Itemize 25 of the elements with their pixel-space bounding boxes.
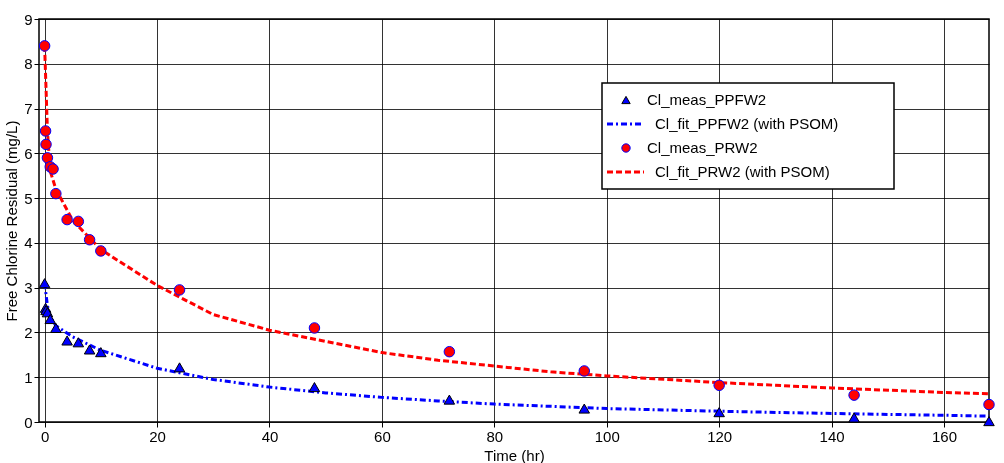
y-axis-title: Free Chlorine Residual (mg/L) (3, 120, 21, 322)
y-tick-label: 4 (24, 234, 33, 252)
y-tick-label: 0 (24, 413, 33, 431)
y-tick-label: 2 (24, 323, 33, 341)
y-tick-label: 7 (24, 100, 33, 118)
y-tick-label: 5 (24, 189, 33, 207)
legend-label: Cl_meas_PRW2 (647, 139, 758, 156)
x-tick-label: 40 (261, 427, 279, 445)
y-tick-label: 1 (24, 368, 33, 386)
legend-label: Cl_fit_PPFW2 (with PSOM) (655, 115, 839, 132)
x-tick-label: 20 (149, 427, 166, 445)
x-tick-label: 60 (374, 427, 391, 445)
y-tick-label: 6 (24, 144, 33, 162)
y-tick-label: 3 (24, 279, 33, 297)
x-tick-label: 120 (707, 427, 733, 445)
x-tick-label: 80 (486, 427, 504, 445)
y-tick-label: 9 (24, 10, 33, 28)
x-tick-label: 160 (932, 427, 958, 445)
x-tick-label: 0 (40, 427, 50, 445)
x-axis-title: Time (hr) (484, 446, 545, 463)
x-tick-label: 100 (594, 427, 620, 445)
x-tick-label: 140 (819, 427, 845, 445)
y-tick-label: 8 (24, 55, 33, 73)
legend-label: Cl_fit_PRW2 (with PSOM) (655, 163, 830, 180)
legend-label: Cl_meas_PPFW2 (647, 91, 767, 108)
